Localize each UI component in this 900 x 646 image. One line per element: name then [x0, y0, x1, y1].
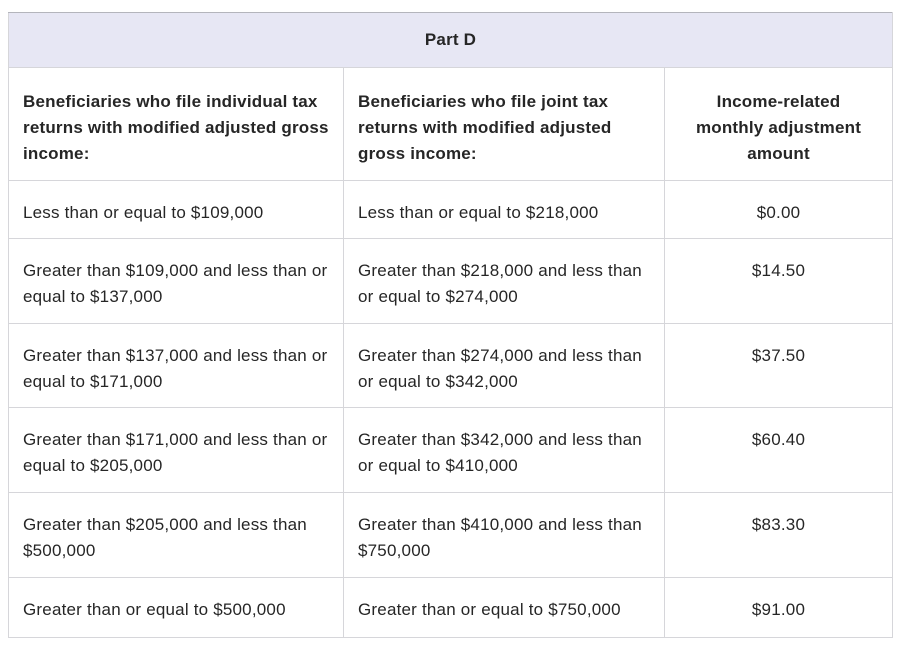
cell-joint-income: Greater than $342,000 and less than or e… [343, 407, 665, 493]
cell-individual-income: Greater than or equal to $500,000 [8, 577, 344, 638]
cell-joint-income: Greater than $218,000 and less than or e… [343, 238, 665, 324]
cell-individual-income: Less than or equal to $109,000 [8, 180, 344, 239]
cell-adjustment-amount: $60.40 [663, 407, 894, 493]
cell-individual-income: Greater than $137,000 and less than or e… [8, 323, 344, 408]
cell-joint-income: Greater than $410,000 and less than $750… [343, 492, 665, 578]
cell-individual-income: Greater than $109,000 and less than or e… [8, 238, 344, 324]
table-row: Greater than $137,000 and less than or e… [8, 323, 894, 408]
cell-joint-income: Greater than or equal to $750,000 [343, 577, 665, 638]
column-header-adjustment-amount: Income-related monthly adjustment amount [663, 67, 894, 181]
cell-adjustment-amount: $91.00 [663, 577, 894, 638]
cell-adjustment-amount: $37.50 [663, 323, 894, 408]
table-row: Greater than $205,000 and less than $500… [8, 492, 894, 578]
column-header-adjustment-amount-label: Income-related monthly adjustment amount [695, 92, 862, 163]
table-row: Greater than $171,000 and less than or e… [8, 407, 894, 493]
cell-adjustment-amount: $14.50 [663, 238, 894, 324]
table-header-row: Beneficiaries who file individual tax re… [8, 67, 894, 181]
cell-individual-income: Greater than $205,000 and less than $500… [8, 492, 344, 578]
cell-adjustment-amount: $83.30 [663, 492, 894, 578]
table-row: Less than or equal to $109,000 Less than… [8, 180, 894, 239]
cell-adjustment-amount: $0.00 [663, 180, 894, 239]
table-row: Greater than or equal to $500,000 Greate… [8, 577, 894, 638]
cell-joint-income: Greater than $274,000 and less than or e… [343, 323, 665, 408]
part-d-irmaa-table: Part D Beneficiaries who file individual… [7, 12, 894, 638]
table-title-row: Part D [7, 12, 894, 68]
table-row: Greater than $109,000 and less than or e… [8, 238, 894, 324]
column-header-joint-returns: Beneficiaries who file joint tax returns… [343, 67, 665, 181]
column-header-individual-returns: Beneficiaries who file individual tax re… [8, 67, 344, 181]
table-title: Part D [7, 12, 894, 68]
cell-individual-income: Greater than $171,000 and less than or e… [8, 407, 344, 493]
cell-joint-income: Less than or equal to $218,000 [343, 180, 665, 239]
